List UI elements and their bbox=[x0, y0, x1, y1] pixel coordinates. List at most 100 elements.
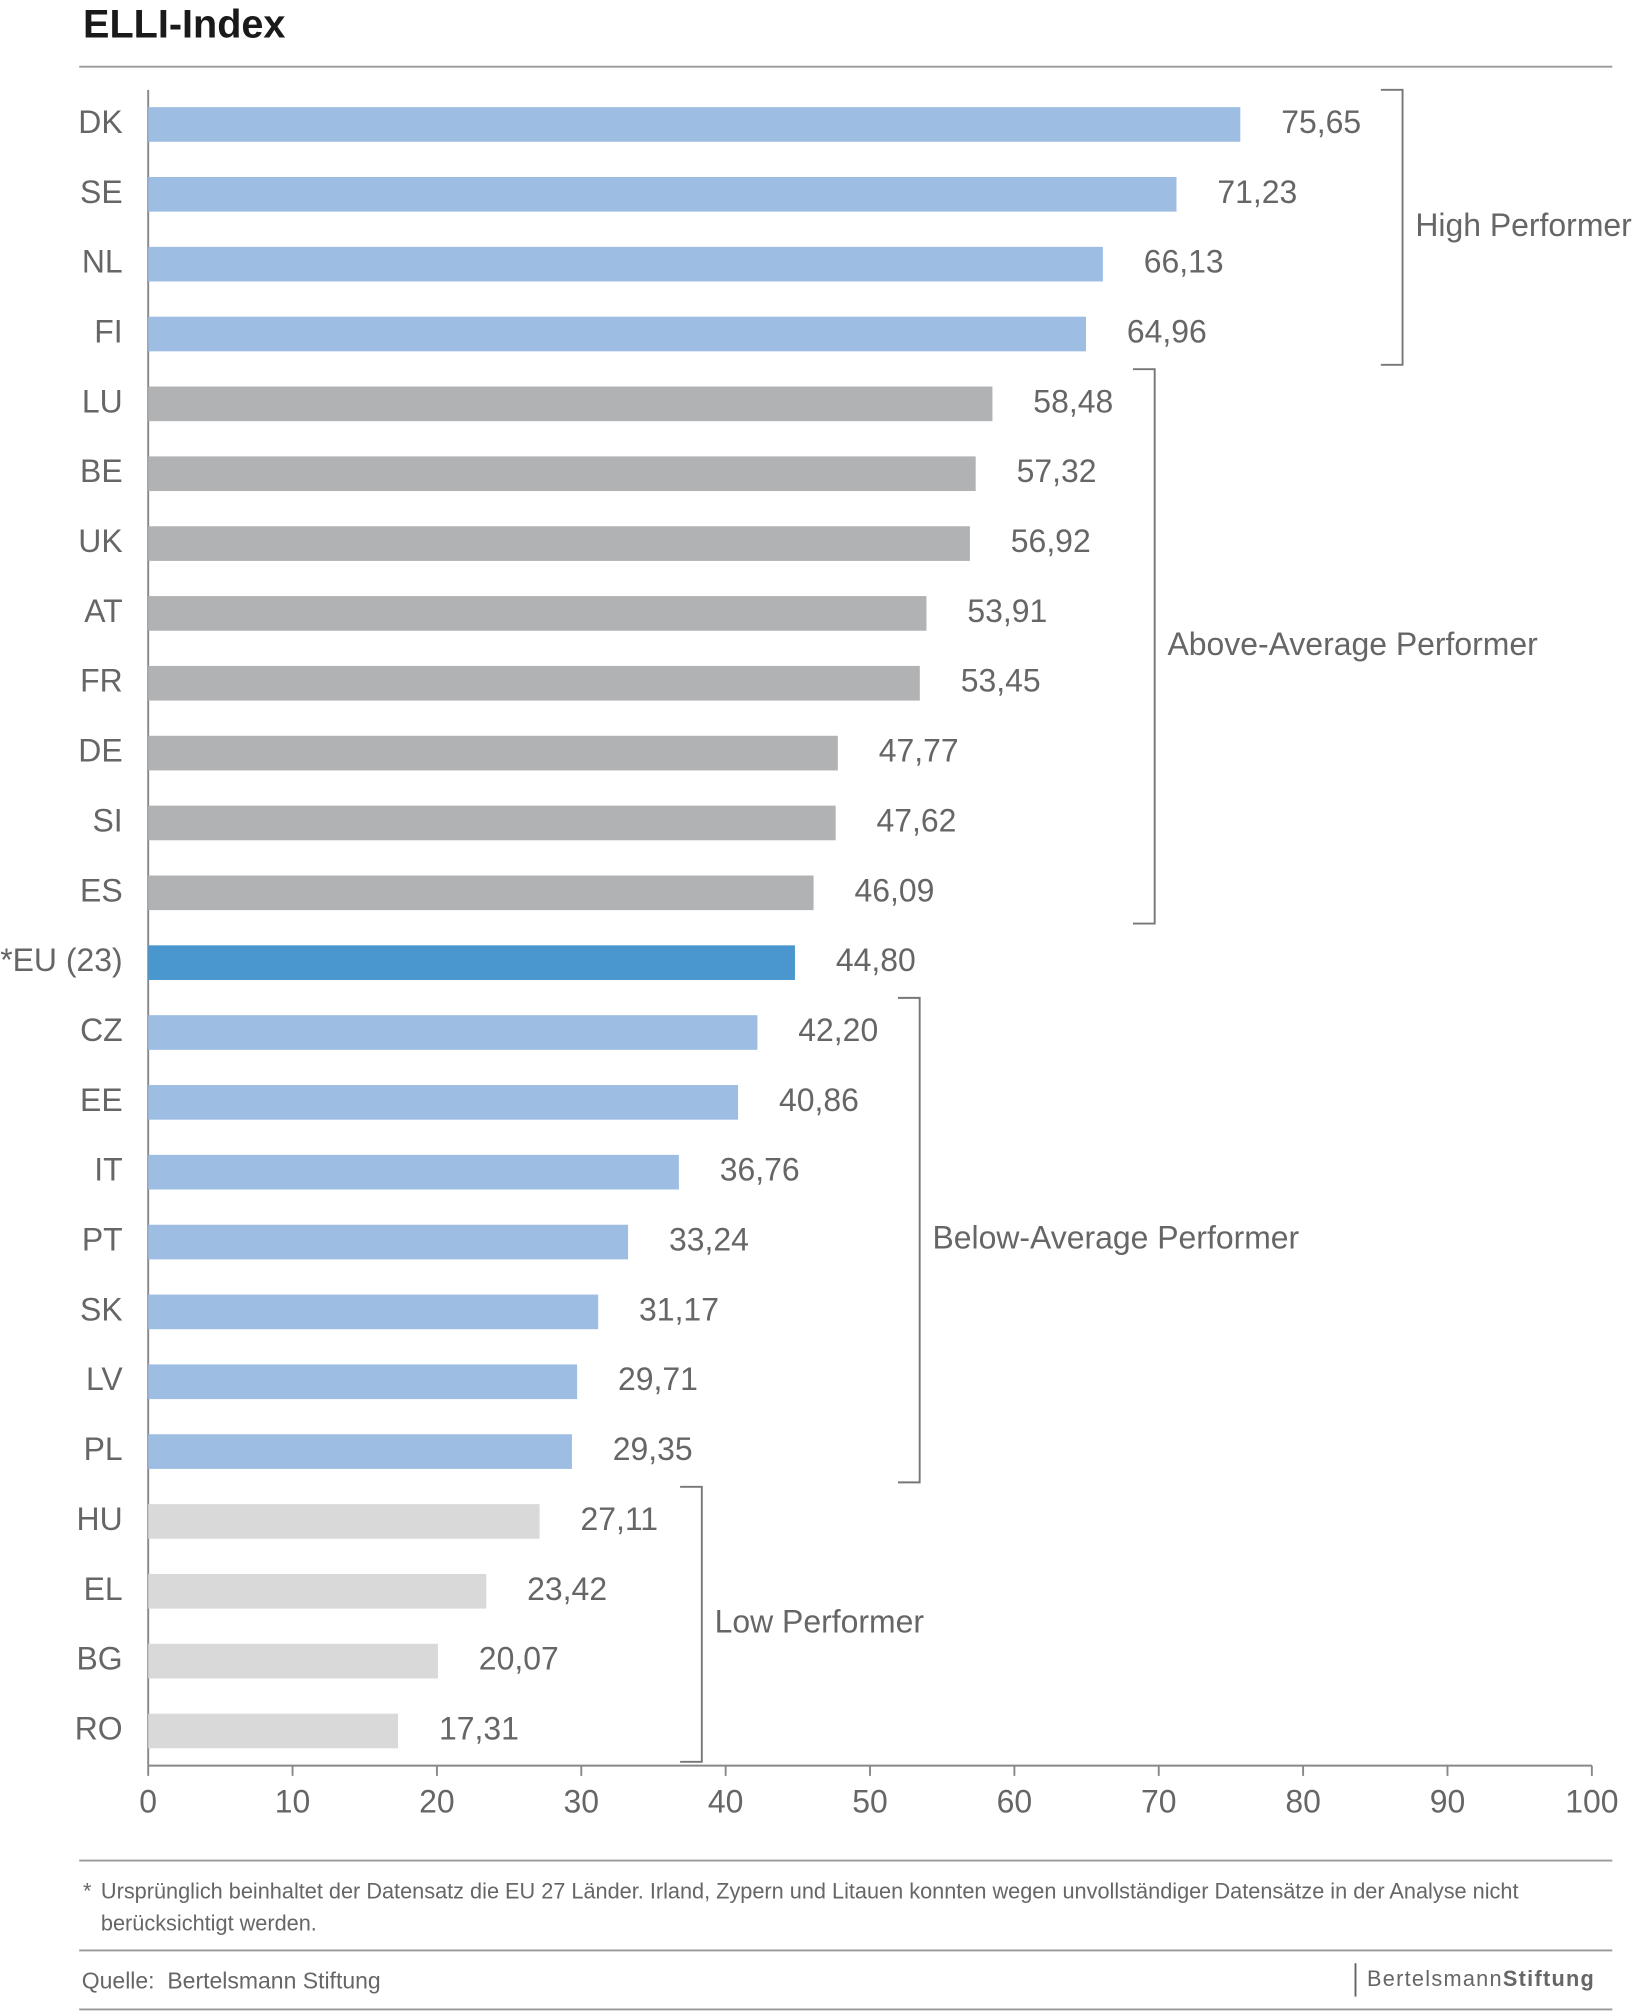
bar bbox=[148, 875, 814, 911]
value-label: 75,65 bbox=[1281, 104, 1361, 140]
value-label: 29,35 bbox=[613, 1431, 693, 1467]
y-tick-label: EE bbox=[80, 1082, 123, 1118]
value-label: 53,91 bbox=[967, 593, 1047, 629]
value-label: 44,80 bbox=[836, 942, 916, 978]
footnote-mark: * bbox=[83, 1878, 92, 1903]
value-label: 23,42 bbox=[527, 1571, 607, 1607]
bar bbox=[148, 107, 1241, 142]
bar bbox=[148, 1713, 399, 1749]
bar bbox=[148, 386, 993, 422]
bar bbox=[148, 1643, 438, 1679]
y-tick-label: HU bbox=[77, 1501, 123, 1537]
chart-title: ELLI-Index bbox=[83, 2, 285, 46]
value-label: 20,07 bbox=[479, 1641, 559, 1677]
value-label: 42,20 bbox=[798, 1012, 878, 1048]
x-tick-label: 80 bbox=[1285, 1784, 1321, 1820]
y-tick-label: SE bbox=[80, 174, 123, 210]
bar bbox=[148, 1364, 578, 1400]
value-label: 31,17 bbox=[639, 1291, 719, 1327]
x-tick-label: 100 bbox=[1565, 1784, 1618, 1820]
value-label: 36,76 bbox=[720, 1152, 800, 1188]
x-tick-label: 90 bbox=[1430, 1784, 1466, 1820]
y-tick-label: UK bbox=[78, 523, 122, 559]
value-label: 53,45 bbox=[961, 663, 1041, 699]
y-tick-label: SK bbox=[80, 1291, 123, 1327]
value-label: 17,31 bbox=[439, 1710, 519, 1746]
y-tick-label: RO bbox=[75, 1710, 123, 1746]
bar bbox=[148, 1154, 679, 1190]
x-tick-label: 20 bbox=[419, 1784, 455, 1820]
y-tick-label: EL bbox=[84, 1571, 123, 1607]
y-tick-label: BG bbox=[77, 1641, 123, 1677]
y-tick-label: PL bbox=[84, 1431, 123, 1467]
y-tick-label: *EU (23) bbox=[0, 942, 122, 978]
bracket-label: Low Performer bbox=[715, 1604, 925, 1640]
source: Quelle: Bertelsmann Stiftung bbox=[82, 1968, 381, 1994]
value-label: 58,48 bbox=[1033, 383, 1113, 419]
y-tick-label: FI bbox=[94, 313, 122, 349]
x-tick-label: 30 bbox=[564, 1784, 600, 1820]
bar bbox=[148, 246, 1103, 282]
x-tick-label: 50 bbox=[852, 1784, 888, 1820]
bar bbox=[148, 665, 920, 701]
bar bbox=[148, 1015, 758, 1050]
bar bbox=[148, 1224, 629, 1260]
footnote: berücksichtigt werden. bbox=[101, 1910, 317, 1935]
x-tick-label: 10 bbox=[275, 1784, 311, 1820]
value-label: 56,92 bbox=[1011, 523, 1091, 559]
value-label: 40,86 bbox=[779, 1082, 859, 1118]
bar bbox=[148, 1085, 739, 1120]
bar bbox=[148, 1504, 540, 1539]
y-tick-label: DK bbox=[78, 104, 122, 140]
logo: BertelsmannStiftung bbox=[1367, 1966, 1595, 1991]
value-label: 66,13 bbox=[1144, 244, 1224, 280]
y-tick-label: CZ bbox=[80, 1012, 123, 1048]
bracket-label: Above-Average Performer bbox=[1167, 626, 1538, 662]
bracket bbox=[680, 1485, 703, 1763]
value-label: 33,24 bbox=[669, 1221, 749, 1257]
x-tick-label: 0 bbox=[139, 1784, 157, 1820]
value-label: 29,71 bbox=[618, 1361, 698, 1397]
y-tick-label: PT bbox=[82, 1221, 123, 1257]
bar bbox=[148, 1294, 599, 1330]
y-tick-label: SI bbox=[92, 802, 122, 838]
y-tick-label: LV bbox=[86, 1361, 123, 1397]
y-tick-label: BE bbox=[80, 453, 123, 489]
y-tick-label: LU bbox=[82, 383, 123, 419]
bracket-label: Below-Average Performer bbox=[932, 1220, 1299, 1256]
bracket-label: High Performer bbox=[1415, 207, 1632, 243]
value-label: 57,32 bbox=[1017, 453, 1097, 489]
bracket bbox=[1380, 88, 1404, 366]
x-tick-label: 40 bbox=[708, 1784, 744, 1820]
value-label: 47,62 bbox=[877, 802, 957, 838]
value-label: 64,96 bbox=[1127, 313, 1207, 349]
bar bbox=[148, 176, 1177, 212]
logo-text: Bertelsmann bbox=[1367, 1966, 1503, 1991]
bracket bbox=[1132, 368, 1156, 925]
bar bbox=[148, 735, 838, 771]
logo-text: Stiftung bbox=[1503, 1966, 1595, 1991]
bar bbox=[148, 456, 976, 492]
bar bbox=[148, 526, 970, 561]
x-tick-label: 60 bbox=[997, 1784, 1033, 1820]
y-tick-label: AT bbox=[84, 593, 122, 629]
value-label: 46,09 bbox=[854, 872, 934, 908]
bar bbox=[148, 945, 795, 980]
y-tick-label: FR bbox=[80, 663, 123, 699]
y-tick-label: IT bbox=[94, 1152, 122, 1188]
bar bbox=[148, 1573, 487, 1609]
y-tick-label: DE bbox=[78, 733, 122, 769]
x-tick-label: 70 bbox=[1141, 1784, 1177, 1820]
value-label: 71,23 bbox=[1217, 174, 1297, 210]
bar bbox=[148, 596, 927, 631]
footnote: Ursprünglich beinhaltet der Datensatz di… bbox=[101, 1878, 1519, 1903]
bar bbox=[148, 805, 836, 841]
y-tick-label: NL bbox=[82, 244, 123, 280]
bar bbox=[148, 316, 1086, 352]
bar bbox=[148, 1434, 572, 1469]
value-label: 47,77 bbox=[879, 733, 959, 769]
value-label: 27,11 bbox=[580, 1501, 658, 1537]
y-tick-label: ES bbox=[80, 872, 123, 908]
bracket bbox=[897, 996, 921, 1484]
